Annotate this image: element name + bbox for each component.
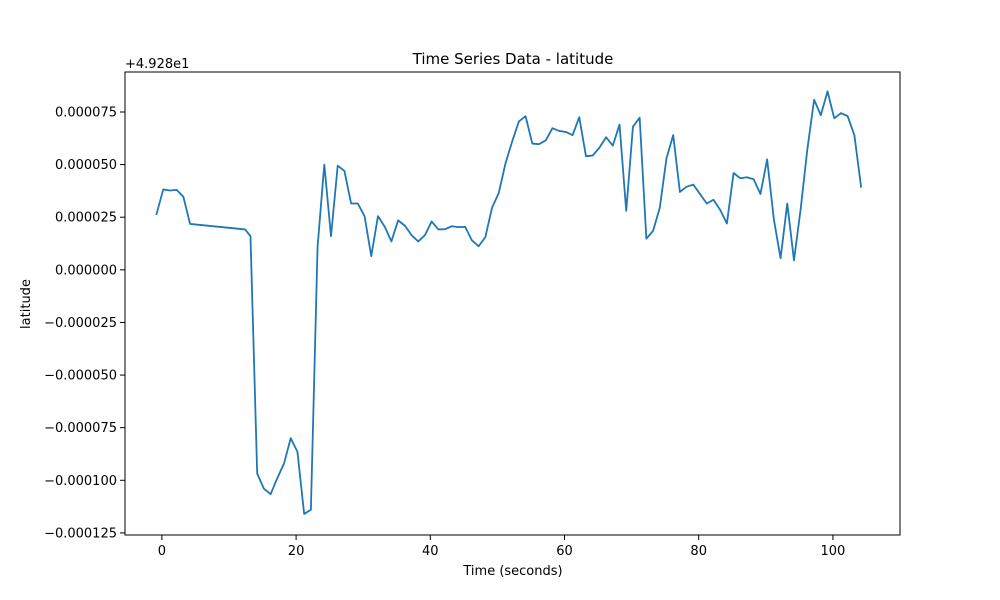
x-axis-label: Time (seconds)	[462, 564, 562, 579]
y-offset-label: +4.928e1	[125, 57, 189, 72]
y-tick-label: −0.000125	[44, 526, 117, 541]
x-tick-label: 60	[556, 544, 573, 559]
y-tick-label: 0.000000	[55, 263, 117, 278]
y-tick-label: −0.000025	[44, 316, 117, 331]
x-tick-label: 80	[690, 544, 707, 559]
y-tick-label: 0.000075	[55, 105, 117, 120]
x-axis: 0 20 40 60 80 100	[158, 535, 845, 559]
y-axis-label: latitude	[19, 279, 34, 329]
y-tick-label: 0.000025	[55, 211, 117, 226]
x-tick-label: 40	[422, 544, 439, 559]
x-tick-label: 100	[820, 544, 845, 559]
x-tick-label: 0	[158, 544, 166, 559]
y-tick-label: 0.000050	[55, 158, 117, 173]
plot-area	[155, 90, 863, 515]
chart-title: Time Series Data - latitude	[412, 50, 614, 68]
series-line-0	[155, 90, 863, 515]
x-tick-label: 20	[288, 544, 305, 559]
y-tick-label: −0.000075	[44, 421, 117, 436]
y-axis: −0.000125 −0.000100 −0.000075 −0.000050 −0.0…	[44, 105, 125, 541]
plot-frame	[124, 71, 901, 536]
y-tick-label: −0.000050	[44, 369, 117, 384]
y-tick-label: −0.000100	[44, 474, 117, 489]
